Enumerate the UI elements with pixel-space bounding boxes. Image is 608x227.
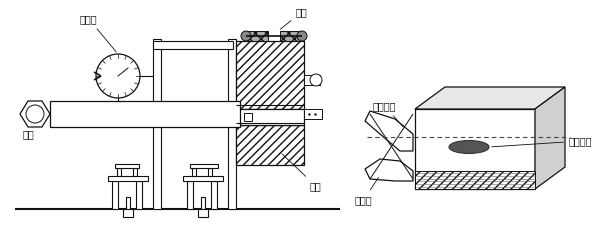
Bar: [183, 176, 223, 181]
Bar: [208, 168, 212, 176]
Polygon shape: [535, 87, 565, 189]
Text: 接触斑点: 接触斑点: [492, 136, 593, 147]
Bar: [153, 39, 161, 209]
Circle shape: [310, 74, 322, 86]
Polygon shape: [415, 171, 535, 189]
Text: 啮合中线: 啮合中线: [373, 101, 403, 127]
Polygon shape: [365, 159, 413, 181]
Text: 齿轮: 齿轮: [282, 154, 322, 191]
Bar: [201, 197, 205, 209]
Polygon shape: [415, 87, 565, 109]
Bar: [211, 181, 217, 209]
Text: 量值: 量值: [22, 129, 34, 139]
Bar: [236, 41, 304, 109]
Bar: [244, 113, 252, 121]
Polygon shape: [20, 101, 50, 127]
Bar: [192, 168, 196, 176]
Circle shape: [26, 105, 44, 123]
Text: 百分表: 百分表: [80, 14, 116, 52]
Circle shape: [241, 31, 251, 41]
Bar: [123, 209, 133, 217]
Ellipse shape: [449, 141, 489, 153]
Bar: [198, 209, 208, 217]
Bar: [108, 176, 148, 181]
Text: 啮合面: 啮合面: [355, 177, 379, 205]
Bar: [236, 125, 304, 165]
Bar: [115, 164, 139, 168]
Bar: [246, 31, 268, 41]
Text: 圆规: 圆规: [280, 7, 308, 29]
Bar: [236, 105, 304, 123]
Circle shape: [297, 31, 307, 41]
Bar: [304, 109, 322, 119]
Bar: [112, 181, 118, 209]
Bar: [126, 197, 130, 209]
Bar: [50, 101, 240, 127]
Bar: [117, 168, 121, 176]
Bar: [228, 39, 236, 209]
Circle shape: [96, 54, 140, 98]
Polygon shape: [365, 111, 413, 151]
Bar: [236, 109, 304, 125]
Bar: [187, 181, 193, 209]
Bar: [190, 164, 218, 168]
Bar: [133, 168, 137, 176]
Bar: [280, 31, 302, 41]
Bar: [136, 181, 142, 209]
Polygon shape: [415, 109, 535, 189]
Bar: [153, 41, 233, 49]
Bar: [304, 75, 320, 85]
